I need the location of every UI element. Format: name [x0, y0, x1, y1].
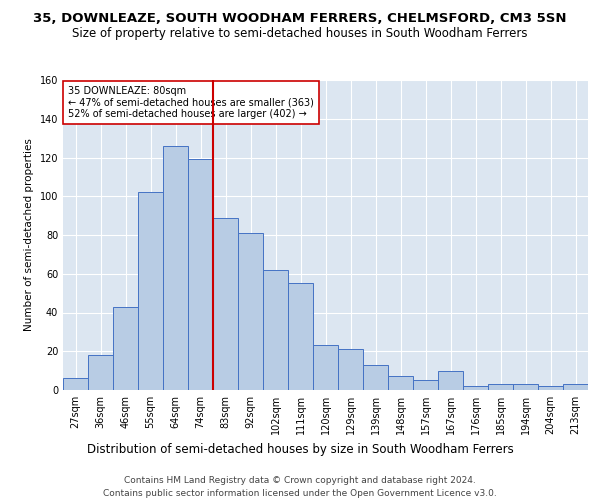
Text: Contains HM Land Registry data © Crown copyright and database right 2024.: Contains HM Land Registry data © Crown c… — [124, 476, 476, 485]
Bar — [538, 386, 563, 390]
Bar — [213, 218, 238, 390]
Bar — [288, 284, 313, 390]
Bar — [313, 346, 338, 390]
Bar — [338, 350, 363, 390]
Bar — [138, 192, 163, 390]
Bar — [63, 378, 88, 390]
Bar — [88, 355, 113, 390]
Text: 35, DOWNLEAZE, SOUTH WOODHAM FERRERS, CHELMSFORD, CM3 5SN: 35, DOWNLEAZE, SOUTH WOODHAM FERRERS, CH… — [33, 12, 567, 26]
Y-axis label: Number of semi-detached properties: Number of semi-detached properties — [24, 138, 34, 332]
Bar — [238, 233, 263, 390]
Bar — [263, 270, 288, 390]
Bar — [563, 384, 588, 390]
Text: 35 DOWNLEAZE: 80sqm
← 47% of semi-detached houses are smaller (363)
52% of semi-: 35 DOWNLEAZE: 80sqm ← 47% of semi-detach… — [68, 86, 314, 120]
Bar — [163, 146, 188, 390]
Bar — [438, 370, 463, 390]
Text: Size of property relative to semi-detached houses in South Woodham Ferrers: Size of property relative to semi-detach… — [72, 28, 528, 40]
Bar — [113, 306, 138, 390]
Bar — [363, 365, 388, 390]
Text: Distribution of semi-detached houses by size in South Woodham Ferrers: Distribution of semi-detached houses by … — [86, 442, 514, 456]
Bar — [188, 160, 213, 390]
Text: Contains public sector information licensed under the Open Government Licence v3: Contains public sector information licen… — [103, 489, 497, 498]
Bar — [513, 384, 538, 390]
Bar — [463, 386, 488, 390]
Bar — [488, 384, 513, 390]
Bar — [413, 380, 438, 390]
Bar — [388, 376, 413, 390]
